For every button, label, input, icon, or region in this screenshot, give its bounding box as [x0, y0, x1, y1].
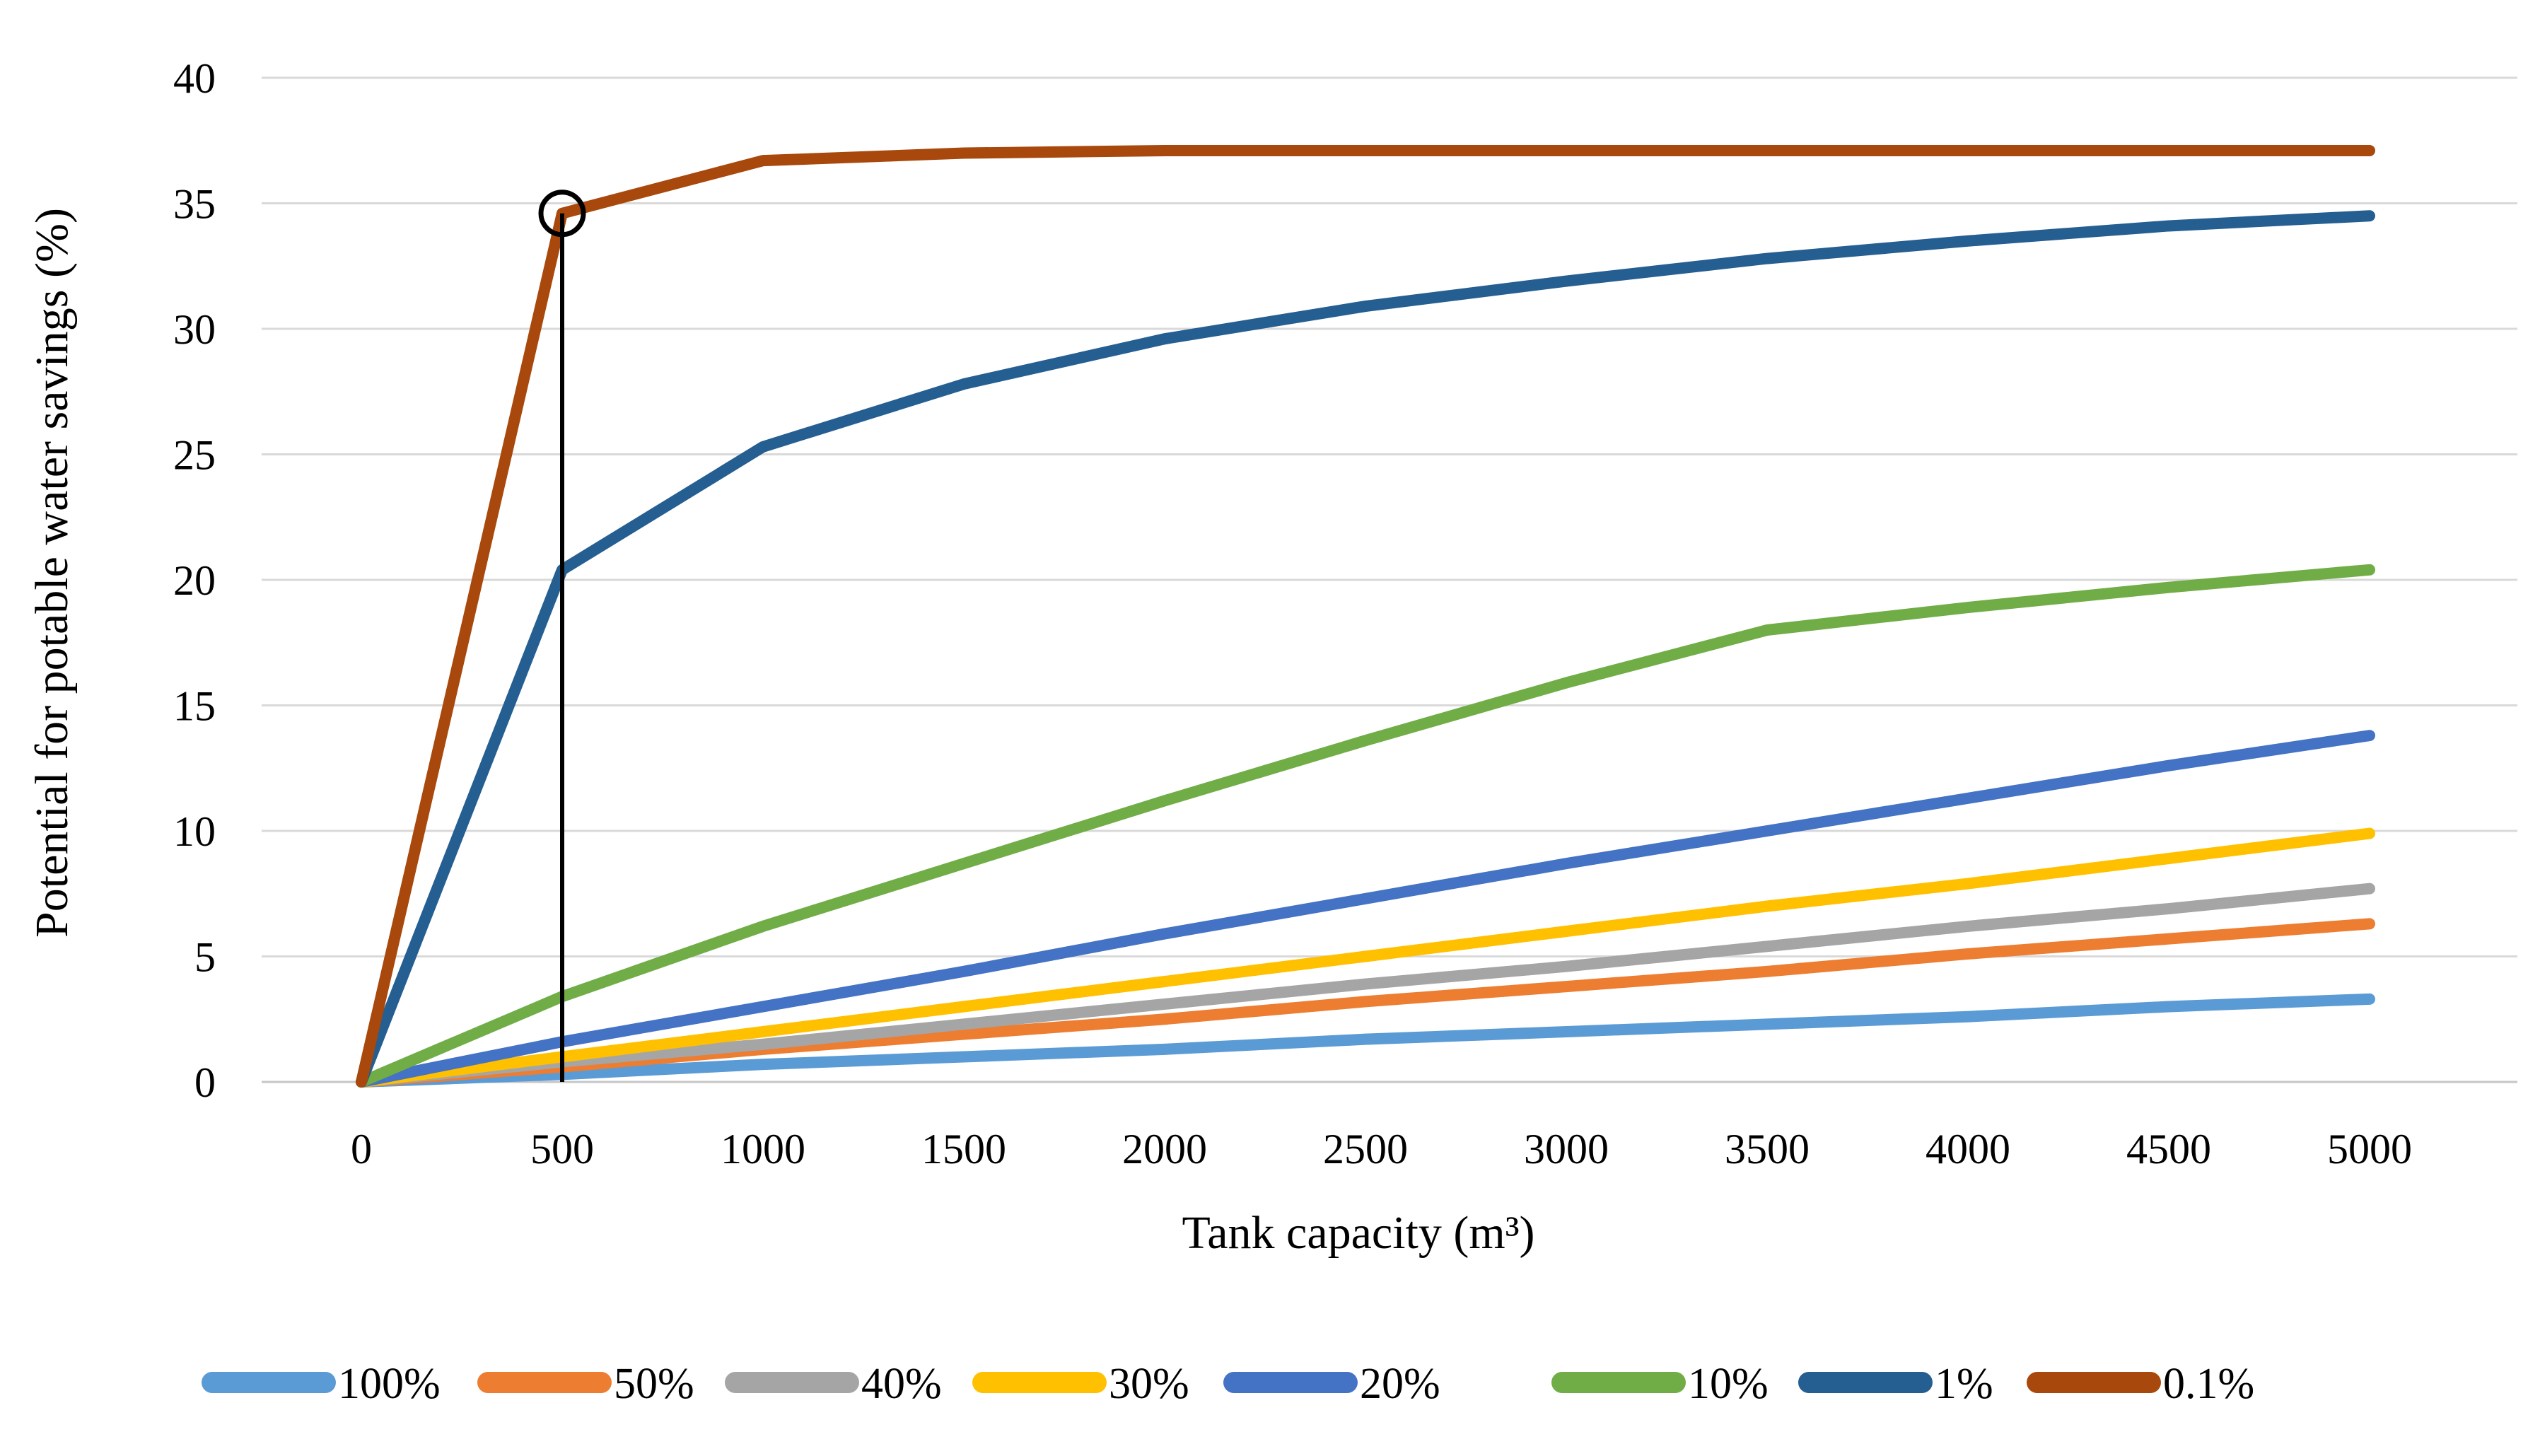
- legend-item-20%: 20%: [1223, 1360, 1440, 1408]
- legend-item-1%: 1%: [1798, 1360, 1993, 1408]
- series-line-1%: [356, 210, 2375, 1088]
- x-axis-title: Tank capacity (m³): [1182, 1207, 1535, 1259]
- legend-label-40%: 40%: [861, 1360, 942, 1408]
- legend-item-10%: 10%: [1551, 1360, 1769, 1408]
- y-tick-label-15: 15: [173, 683, 216, 730]
- gridlines: [262, 76, 2517, 1083]
- x-tick-label-2500: 2500: [1323, 1126, 1408, 1172]
- y-tick-label-25: 25: [173, 432, 216, 479]
- series-line-0.1%: [356, 144, 2375, 1088]
- x-tick-label-3000: 3000: [1524, 1126, 1609, 1172]
- legend-label-20%: 20%: [1360, 1360, 1440, 1408]
- legend-label-30%: 30%: [1109, 1360, 1189, 1408]
- y-tick-label-40: 40: [173, 55, 216, 102]
- y-axis-tick-labels: 0 5 10 15 20 25 30 35 40: [173, 55, 216, 1106]
- x-tick-label-3500: 3500: [1725, 1126, 1810, 1172]
- highlight-circle-icon: [538, 190, 586, 238]
- x-tick-label-5000: 5000: [2327, 1126, 2412, 1172]
- y-axis-title: Potential for potable water savings (%): [26, 208, 78, 938]
- x-tick-label-500: 500: [530, 1126, 594, 1172]
- y-tick-label-0: 0: [194, 1059, 216, 1106]
- series-line-30%: [356, 827, 2375, 1088]
- legend-item-30%: 30%: [972, 1360, 1189, 1408]
- y-tick-label-20: 20: [173, 557, 216, 604]
- series-line-20%: [356, 730, 2375, 1088]
- annotation-marker: [538, 190, 586, 1082]
- x-tick-label-4500: 4500: [2126, 1126, 2211, 1172]
- y-tick-label-5: 5: [194, 934, 216, 981]
- x-tick-label-1500: 1500: [921, 1126, 1006, 1172]
- y-tick-label-30: 30: [173, 306, 216, 353]
- x-tick-label-2000: 2000: [1122, 1126, 1207, 1172]
- legend-item-0.1%: 0.1%: [2027, 1360, 2254, 1408]
- series-line-100%: [356, 993, 2375, 1088]
- legend-label-50%: 50%: [614, 1360, 694, 1408]
- legend-item-100%: 100%: [202, 1360, 441, 1408]
- legend-label-100%: 100%: [338, 1360, 441, 1408]
- series-lines: [356, 144, 2375, 1088]
- x-axis-tick-labels: 0 500 1000 1500 2000 2500 3000 3500 4000 4500 5000: [351, 1126, 2412, 1172]
- series-line-40%: [356, 883, 2375, 1088]
- y-tick-label-10: 10: [173, 808, 216, 855]
- legend-item-50%: 50%: [477, 1360, 694, 1408]
- legend-label-1%: 1%: [1935, 1360, 1993, 1408]
- legend-label-0.1%: 0.1%: [2163, 1360, 2254, 1408]
- series-line-10%: [356, 564, 2375, 1088]
- x-tick-label-4000: 4000: [1926, 1126, 2010, 1172]
- legend-label-10%: 10%: [1688, 1360, 1769, 1408]
- legend: 100% 50% 40% 30% 20% 10% 1% 0.1%: [202, 1360, 2254, 1408]
- legend-item-40%: 40%: [725, 1360, 942, 1408]
- x-tick-label-1000: 1000: [721, 1126, 805, 1172]
- y-tick-label-35: 35: [173, 181, 216, 228]
- x-tick-label-0: 0: [351, 1126, 372, 1172]
